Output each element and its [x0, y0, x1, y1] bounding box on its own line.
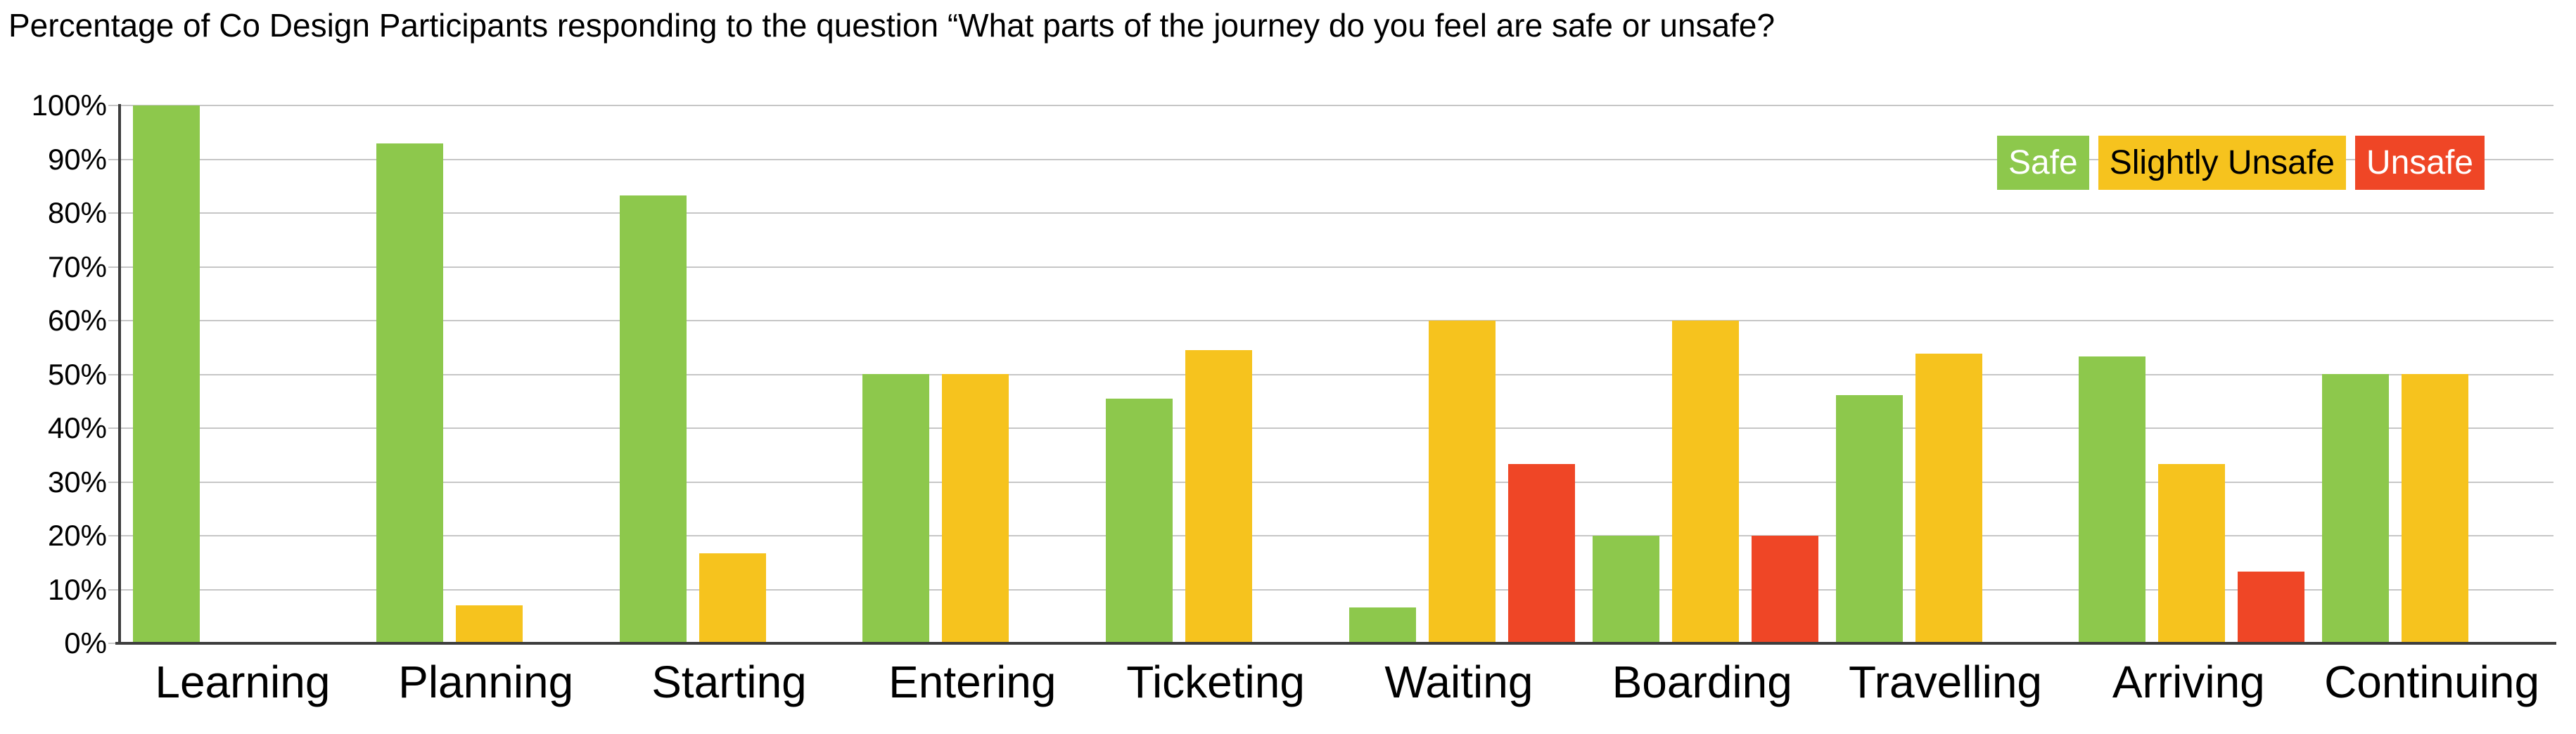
bar-safe-travelling	[1835, 395, 1903, 643]
y-tick-mark	[108, 588, 121, 591]
x-label-waiting: Waiting	[1384, 657, 1534, 707]
bar-group-arriving	[2067, 105, 2310, 643]
bar-group-boarding	[1581, 105, 1824, 643]
bar-slightly-unsafe-planning	[455, 605, 523, 643]
legend-item-slightly-unsafe: Slightly Unsafe	[2098, 136, 2346, 190]
x-axis-labels: Learning Planning Starting Entering Ticketin…	[121, 652, 2553, 730]
bar-unsafe-arriving	[2238, 572, 2305, 643]
gridline-50	[121, 373, 2553, 375]
bar-group-waiting	[1337, 105, 1581, 643]
gridline-70	[121, 266, 2553, 268]
y-tick-label-80: 80%	[47, 196, 107, 229]
y-tick-mark	[108, 212, 121, 214]
bar-slightly-unsafe-ticketing	[1185, 350, 1253, 643]
gridline-40	[121, 427, 2553, 429]
y-tick-label-20: 20%	[47, 519, 107, 552]
y-tick-label-70: 70%	[47, 250, 107, 283]
bar-group-travelling	[1824, 105, 2067, 643]
bar-unsafe-waiting	[1508, 464, 1575, 643]
bar-slightly-unsafe-starting	[699, 553, 766, 643]
bar-safe-arriving	[2079, 356, 2146, 643]
x-label-arriving: Arriving	[2112, 657, 2265, 707]
bar-slightly-unsafe-travelling	[1915, 354, 1982, 643]
y-tick-label-0: 0%	[64, 626, 107, 659]
bar-slightly-unsafe-arriving	[2158, 464, 2226, 643]
gridline-60	[121, 320, 2553, 321]
y-tick-mark	[108, 266, 121, 268]
x-label-planning: Planning	[398, 657, 574, 707]
x-label-starting: Starting	[651, 657, 807, 707]
x-label-continuing: Continuing	[2324, 657, 2540, 707]
x-label-boarding: Boarding	[1612, 657, 1792, 707]
x-label-entering: Entering	[888, 657, 1057, 707]
y-tick-mark	[108, 320, 121, 321]
plot-area: Safe Slightly Unsafe Unsafe	[108, 104, 2556, 645]
gridline-90	[121, 158, 2553, 160]
y-tick-mark	[108, 643, 121, 644]
bar-slightly-unsafe-continuing	[2402, 374, 2469, 643]
y-tick-mark	[108, 481, 121, 483]
bar-unsafe-boarding	[1751, 536, 1818, 643]
y-tick-label-30: 30%	[47, 465, 107, 498]
bar-safe-learning	[133, 105, 200, 643]
gridline-30	[121, 481, 2553, 483]
bar-group-learning	[121, 105, 364, 643]
x-label-travelling: Travelling	[1848, 657, 2043, 707]
bar-safe-starting	[619, 195, 687, 643]
bar-safe-ticketing	[1106, 399, 1173, 643]
gridline-10	[121, 588, 2553, 591]
y-tick-label-40: 40%	[47, 411, 107, 444]
y-tick-mark	[108, 427, 121, 429]
y-tick-mark	[108, 105, 121, 106]
legend: Safe Slightly Unsafe Unsafe	[1997, 136, 2485, 190]
bar-slightly-unsafe-waiting	[1429, 321, 1496, 643]
bar-safe-continuing	[2322, 374, 2390, 643]
x-label-ticketing: Ticketing	[1126, 657, 1305, 707]
bar-group-starting	[608, 105, 851, 643]
y-axis-labels: 0% 10% 20% 30% 40% 50% 60% 70% 80% 90% 100%	[0, 89, 111, 659]
bar-group-planning	[364, 105, 608, 643]
gridline-20	[121, 535, 2553, 536]
y-axis-line	[118, 104, 121, 645]
y-tick-label-50: 50%	[47, 357, 107, 391]
legend-item-safe: Safe	[1997, 136, 2089, 190]
y-tick-label-10: 10%	[47, 572, 107, 606]
x-axis-line	[115, 642, 2556, 645]
bar-group-entering	[850, 105, 1094, 643]
gridline-100	[121, 105, 2553, 106]
bar-safe-boarding	[1592, 536, 1659, 643]
bar-slightly-unsafe-entering	[942, 374, 1009, 643]
y-tick-mark	[108, 373, 121, 375]
y-tick-label-100: 100%	[31, 89, 107, 122]
bar-slightly-unsafe-boarding	[1671, 321, 1739, 643]
x-label-learning: Learning	[155, 657, 331, 707]
gridline-80	[121, 212, 2553, 214]
y-tick-mark	[108, 158, 121, 160]
bar-group-continuing	[2310, 105, 2553, 643]
chart-title: Percentage of Co Design Participants res…	[8, 7, 1775, 44]
bar-safe-waiting	[1349, 607, 1416, 643]
y-tick-label-90: 90%	[47, 142, 107, 176]
y-tick-label-60: 60%	[47, 304, 107, 337]
bar-group-ticketing	[1094, 105, 1337, 643]
bar-safe-planning	[376, 143, 443, 643]
legend-item-unsafe: Unsafe	[2354, 136, 2485, 190]
y-tick-mark	[108, 535, 121, 536]
bar-safe-entering	[862, 374, 930, 643]
